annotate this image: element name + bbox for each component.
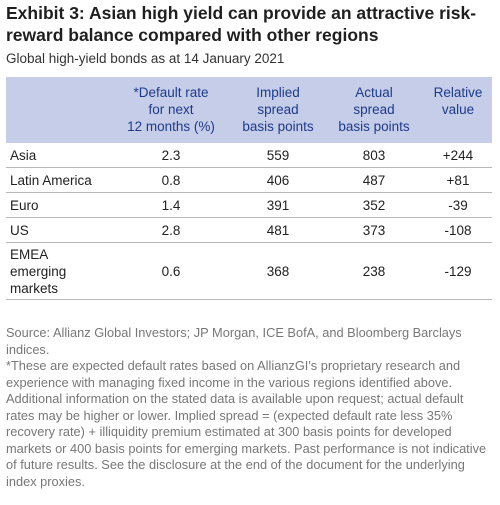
cell-relative-value: +81 xyxy=(424,167,492,193)
header-implied-spread: Implied spread basis points xyxy=(242,85,314,134)
cell-relative-value: +244 xyxy=(424,143,492,168)
exhibit-subtitle: Global high-yield bonds as at 14 January… xyxy=(6,51,285,66)
cell-implied-spread: 559 xyxy=(232,143,324,168)
cell-default-rate: 0.6 xyxy=(110,242,232,300)
cell-actual-spread: 373 xyxy=(324,217,424,243)
exhibit-title: Exhibit 3: Asian high yield can provide … xyxy=(6,3,477,45)
cell-region: Latin America xyxy=(6,167,110,193)
notes-section: Source: Allianz Global Investors; JP Mor… xyxy=(6,325,494,490)
cell-default-rate: 0.8 xyxy=(110,167,232,193)
cell-default-rate: 2.8 xyxy=(110,217,232,243)
footnote: *These are expected default rates based … xyxy=(6,358,487,489)
cell-relative-value: -129 xyxy=(424,242,492,300)
cell-region: Euro xyxy=(6,192,110,218)
cell-relative-value: -108 xyxy=(424,217,492,243)
cell-implied-spread: 481 xyxy=(232,217,324,243)
cell-region: Asia xyxy=(6,143,110,168)
cell-relative-value: -39 xyxy=(424,192,492,218)
cell-region: US xyxy=(6,217,110,243)
cell-default-rate: 2.3 xyxy=(110,143,232,168)
cell-region: EMEA emerging markets xyxy=(6,242,110,300)
source-note: Source: Allianz Global Investors; JP Mor… xyxy=(6,325,462,357)
header-relative-value: Relative value xyxy=(433,85,483,117)
header-actual-spread: Actual spread basis points xyxy=(338,85,410,134)
cell-implied-spread: 368 xyxy=(232,242,324,300)
high-yield-table-container: *Default rate for next 12 months (%) Imp… xyxy=(6,77,492,300)
cell-default-rate: 1.4 xyxy=(110,192,232,218)
table-row: Latin America 0.8 406 487 +81 xyxy=(6,167,492,193)
header-default-rate: *Default rate for next 12 months (%) xyxy=(127,85,215,134)
table-row: EMEA emerging markets 0.6 368 238 -129 xyxy=(6,242,492,300)
cell-implied-spread: 406 xyxy=(232,167,324,193)
table-row: Asia 2.3 559 803 +244 xyxy=(6,143,492,168)
header-region xyxy=(6,77,110,143)
cell-implied-spread: 391 xyxy=(232,192,324,218)
table-row: Euro 1.4 391 352 -39 xyxy=(6,192,492,218)
high-yield-table: *Default rate for next 12 months (%) Imp… xyxy=(6,77,492,300)
table-header-row: *Default rate for next 12 months (%) Imp… xyxy=(6,77,492,143)
cell-actual-spread: 352 xyxy=(324,192,424,218)
cell-actual-spread: 238 xyxy=(324,242,424,300)
table-row: US 2.8 481 373 -108 xyxy=(6,217,492,243)
cell-actual-spread: 803 xyxy=(324,143,424,168)
cell-actual-spread: 487 xyxy=(324,167,424,193)
